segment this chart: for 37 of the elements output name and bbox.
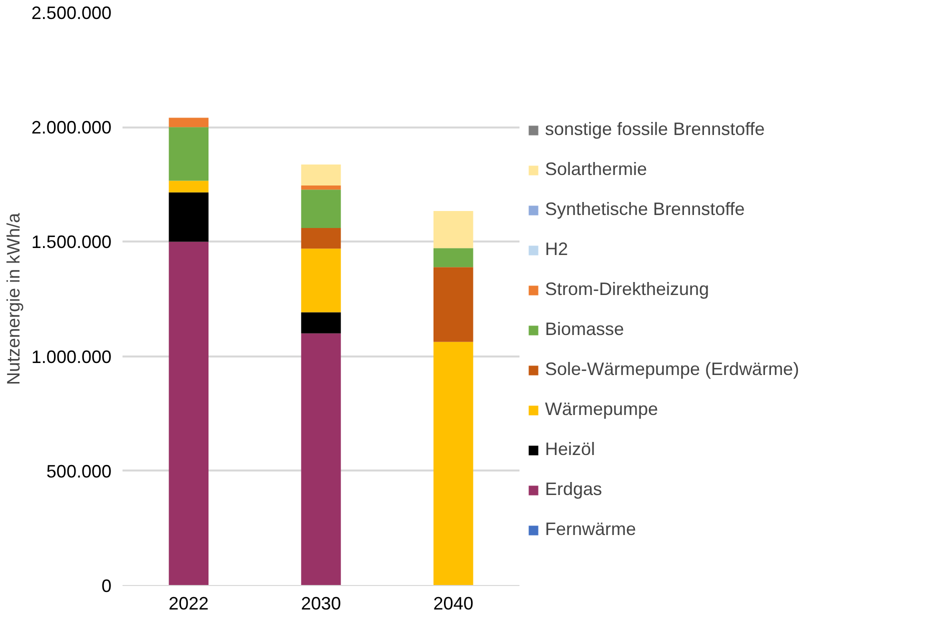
legend-label: Sole-Wärmepumpe (Erdwärme) [545,359,800,380]
legend-label: Strom-Direktheizung [545,279,710,300]
legend-label: Erdgas [545,479,602,500]
bar [301,312,341,334]
legend-label: Wärmepumpe [545,399,658,420]
bar [168,180,209,192]
bar [168,192,209,242]
legend-label: H2 [545,239,568,260]
bar [433,267,474,342]
x-tick-label: 2030 [300,594,342,614]
bar [433,248,474,268]
x-tick-label: 2040 [433,594,474,614]
bar [301,248,341,312]
y-tick-label: 1.000.000 [31,346,112,367]
y-tick-label: 2.000.000 [31,118,112,138]
legend-label: Solarthermie [545,159,648,180]
bar [301,186,341,190]
bar [301,228,341,249]
bar [168,242,209,586]
bar [433,342,474,586]
y-tick-label: 1.500.000 [31,232,112,252]
y-axis-title: Nutzenergie in kWh/a [3,212,24,386]
bar [301,164,341,186]
legend-label: Heizöl [545,439,596,460]
bar [433,210,474,248]
y-tick-label: 500.000 [46,461,112,482]
y-tick-label: 2.500.000 [31,3,112,23]
legend-label: Fernwärme [545,519,636,540]
bar [301,190,341,228]
bar [168,127,209,181]
y-tick-label: 0 [101,576,112,596]
bar [301,333,341,586]
bar [168,118,209,128]
x-tick-label: 2022 [168,594,209,614]
legend-label: Biomasse [545,319,624,340]
legend-label: Synthetische Brennstoffe [545,199,745,220]
legend-label: sonstige fossile Brennstoffe [545,119,765,140]
